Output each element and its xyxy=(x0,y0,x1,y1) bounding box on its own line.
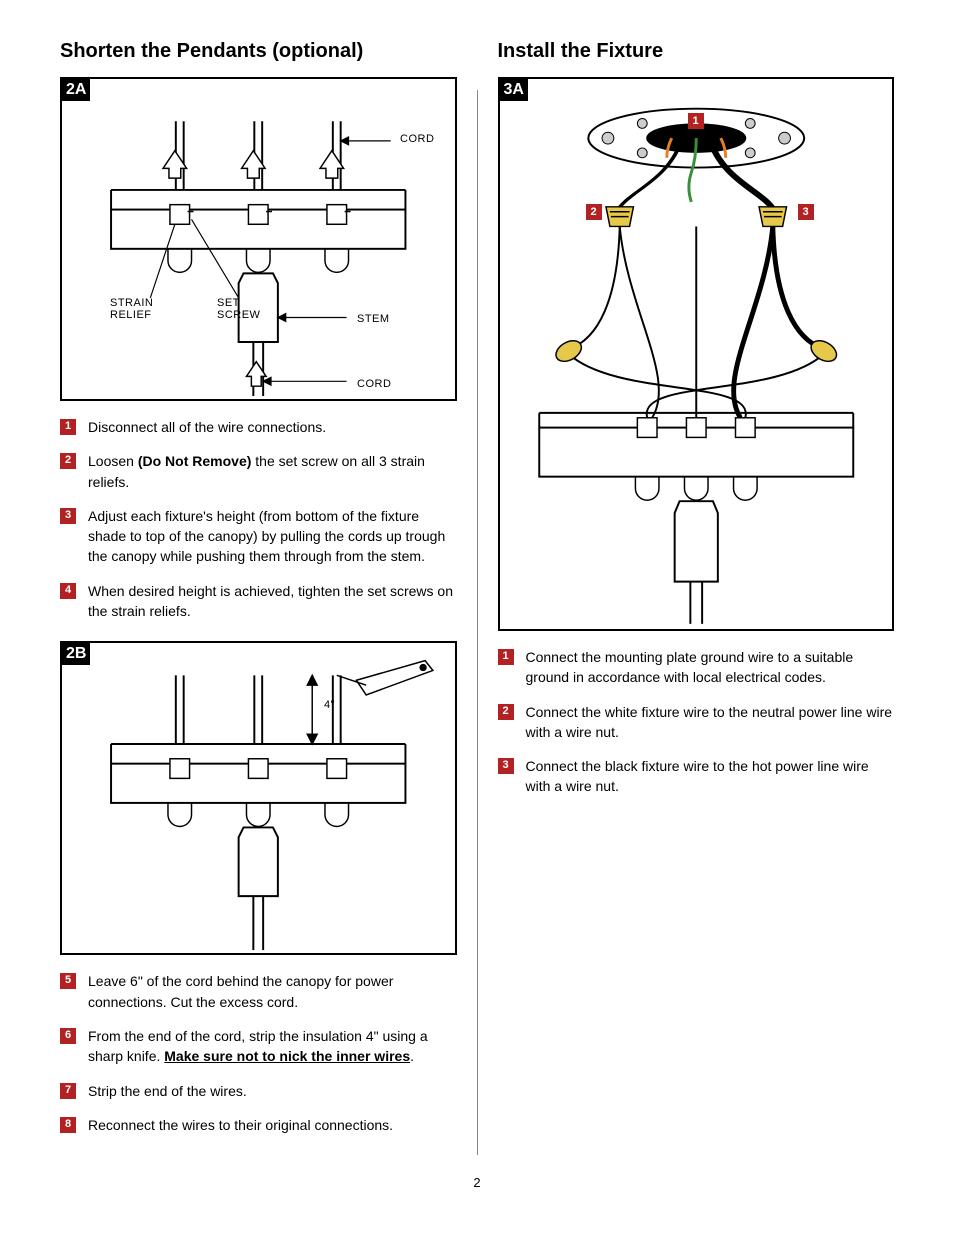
step-number: 3 xyxy=(498,758,514,774)
step-number: 1 xyxy=(498,649,514,665)
callout-3: 3 xyxy=(798,204,814,220)
annot-set-screw: SET SCREW xyxy=(217,297,260,321)
step-item: 8 Reconnect the wires to their original c… xyxy=(60,1115,457,1135)
step-text: Loosen (Do Not Remove) the set screw on … xyxy=(88,451,457,492)
figure-3a-label: 3A xyxy=(500,79,528,101)
annot-cord-top: CORD xyxy=(400,133,434,145)
annot-cord-bottom: CORD xyxy=(357,378,391,390)
step-text: When desired height is achieved, tighten… xyxy=(88,581,457,622)
step-number: 3 xyxy=(60,508,76,524)
step-item: 4 When desired height is achieved, tighte… xyxy=(60,581,457,622)
right-heading: Install the Fixture xyxy=(498,40,895,63)
callout-1: 1 xyxy=(688,113,704,129)
step-item: 2 Connect the white fixture wire to the n… xyxy=(498,702,895,743)
step-number: 5 xyxy=(60,973,76,989)
left-column: Shorten the Pendants (optional) 2A xyxy=(60,40,457,1155)
step-text: From the end of the cord, strip the insu… xyxy=(88,1026,457,1067)
annot-4inch: 4" xyxy=(324,699,335,711)
step-text: Leave 6" of the cord behind the canopy f… xyxy=(88,971,457,1012)
step-item: 6 From the end of the cord, strip the ins… xyxy=(60,1026,457,1067)
step-number: 8 xyxy=(60,1117,76,1133)
figure-2a-label: 2A xyxy=(62,79,90,101)
figure-3a-svg xyxy=(500,79,893,629)
step-number: 4 xyxy=(60,583,76,599)
page-number: 2 xyxy=(60,1175,894,1190)
figure-2b-label: 2B xyxy=(62,643,90,665)
step-text: Strip the end of the wires. xyxy=(88,1081,457,1101)
annot-strain-relief: STRAIN RELIEF xyxy=(110,297,153,321)
step-number: 2 xyxy=(60,453,76,469)
annot-stem: STEM xyxy=(357,313,390,325)
step-text: Connect the black fixture wire to the ho… xyxy=(526,756,895,797)
step-number: 2 xyxy=(498,704,514,720)
step-item: 7 Strip the end of the wires. xyxy=(60,1081,457,1101)
step-item: 3 Adjust each fixture's height (from bott… xyxy=(60,506,457,567)
step-item: 2 Loosen (Do Not Remove) the set screw on… xyxy=(60,451,457,492)
figure-2a-svg xyxy=(62,79,455,399)
steps-2a: 1 Disconnect all of the wire connections.… xyxy=(60,417,457,621)
left-heading: Shorten the Pendants (optional) xyxy=(60,40,457,63)
callout-2: 2 xyxy=(586,204,602,220)
step-text: Disconnect all of the wire connections. xyxy=(88,417,457,437)
step-number: 1 xyxy=(60,419,76,435)
step-text: Adjust each fixture's height (from botto… xyxy=(88,506,457,567)
steps-3a: 1 Connect the mounting plate ground wire … xyxy=(498,647,895,797)
step-item: 3 Connect the black fixture wire to the h… xyxy=(498,756,895,797)
step-item: 1 Disconnect all of the wire connections. xyxy=(60,417,457,437)
step-number: 7 xyxy=(60,1083,76,1099)
figure-2b-svg xyxy=(62,643,455,953)
steps-2b: 5 Leave 6" of the cord behind the canopy … xyxy=(60,971,457,1135)
step-text: Reconnect the wires to their original co… xyxy=(88,1115,457,1135)
step-text: Connect the mounting plate ground wire t… xyxy=(526,647,895,688)
figure-3a: 3A xyxy=(498,77,895,631)
page-columns: Shorten the Pendants (optional) 2A xyxy=(60,40,894,1155)
figure-2b: 2B xyxy=(60,641,457,955)
step-number: 6 xyxy=(60,1028,76,1044)
step-text: Connect the white fixture wire to the ne… xyxy=(526,702,895,743)
column-divider xyxy=(477,90,478,1155)
step-item: 1 Connect the mounting plate ground wire … xyxy=(498,647,895,688)
step-item: 5 Leave 6" of the cord behind the canopy … xyxy=(60,971,457,1012)
figure-2a: 2A xyxy=(60,77,457,401)
right-column: Install the Fixture 3A xyxy=(498,40,895,1155)
